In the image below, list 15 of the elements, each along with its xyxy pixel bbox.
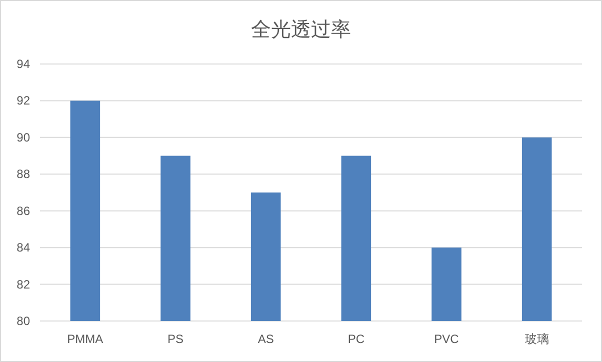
ytick: 92 <box>16 94 30 108</box>
xtick: PC <box>348 332 364 346</box>
ytick: 80 <box>16 314 30 328</box>
xtick: PMMA <box>67 332 104 346</box>
ytick: 88 <box>16 167 30 182</box>
xtick: PS <box>168 332 184 346</box>
title: 全光透过率 <box>251 19 351 41</box>
ytick: 94 <box>16 57 30 71</box>
ytick: 84 <box>16 240 30 255</box>
xtick: PVC <box>434 332 459 346</box>
xtick: 玻璃 <box>524 332 549 346</box>
ytick: 82 <box>16 277 30 292</box>
ytick: 90 <box>16 130 30 144</box>
xtick: AS <box>258 332 274 346</box>
ytick: 86 <box>16 204 30 218</box>
